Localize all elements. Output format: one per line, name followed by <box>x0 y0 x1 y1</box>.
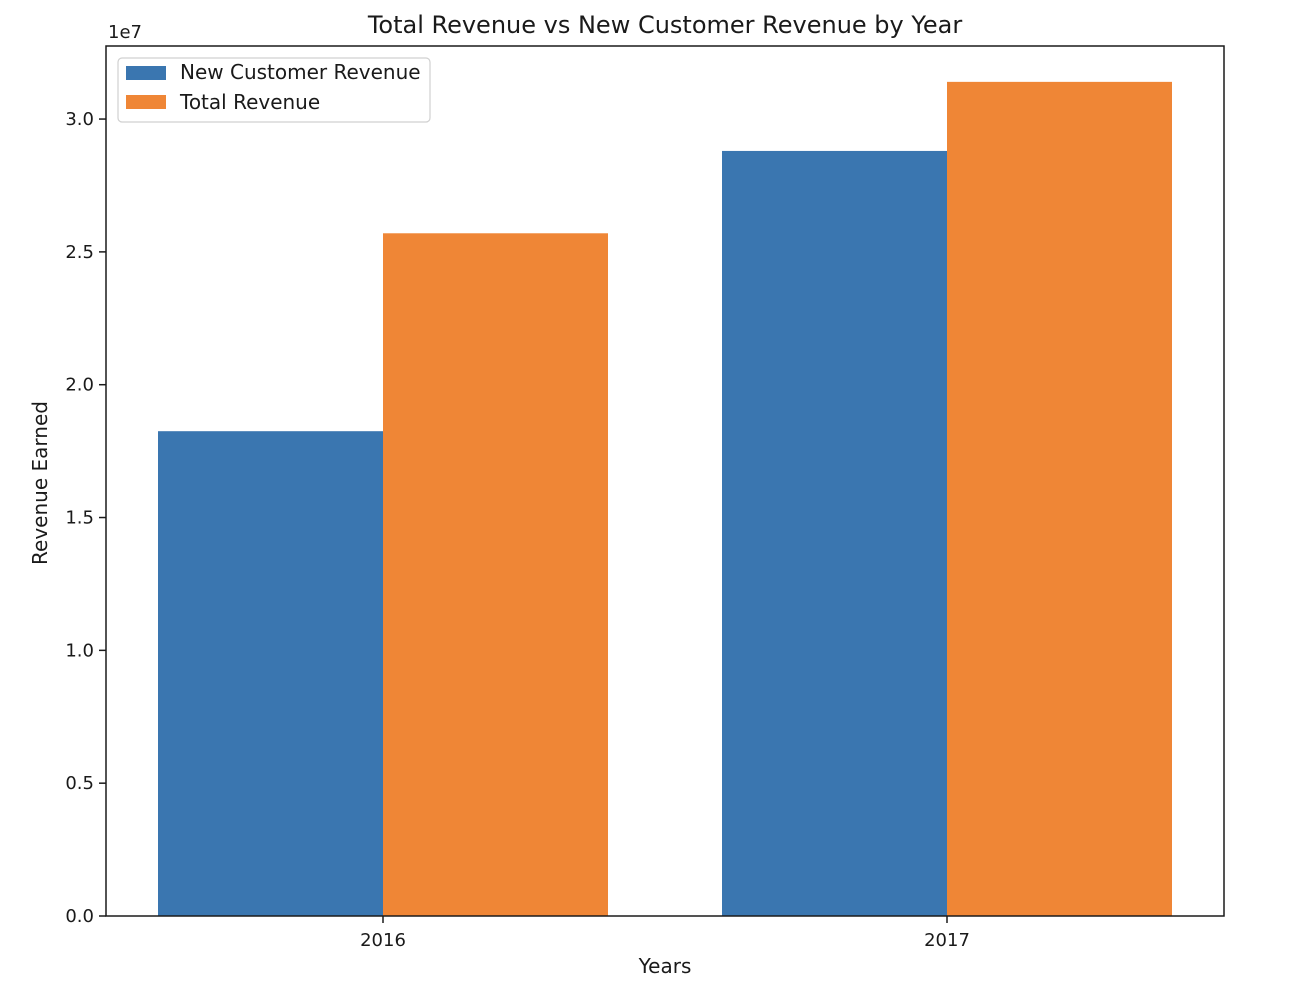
legend-swatch-new-customer-revenue <box>126 66 166 80</box>
y-ticks: 0.0 0.5 1.0 1.5 2.0 2.5 3.0 <box>65 109 106 927</box>
y-tick-label-0-0: 0.0 <box>65 906 94 927</box>
bar-total-revenue-2016 <box>383 233 608 916</box>
bar-new-customer-revenue-2016 <box>158 431 383 916</box>
y-tick-label-0-5: 0.5 <box>65 773 94 794</box>
legend-box <box>117 57 431 123</box>
y-tick-label-1-5: 1.5 <box>65 508 94 529</box>
y-tick-label-2-5: 2.5 <box>65 242 94 263</box>
x-tick-label-2017: 2017 <box>924 930 970 951</box>
plot-frame <box>105 45 1225 917</box>
chart-title: Total Revenue vs New Customer Revenue by… <box>367 11 963 39</box>
bars-layer <box>158 81 1172 917</box>
bar-total-revenue-2017 <box>947 81 1172 916</box>
x-tick-label-2016: 2016 <box>360 930 406 951</box>
y-tick-label-1-0: 1.0 <box>65 640 94 661</box>
legend-label-total-revenue: Total Revenue <box>179 90 320 114</box>
x-axis-label: Years <box>638 954 692 978</box>
legend: New Customer Revenue Total Revenue <box>117 57 431 123</box>
legend-swatch-total-revenue <box>126 95 166 109</box>
y-axis-label: Revenue Earned <box>28 401 52 565</box>
legend-label-new-customer-revenue: New Customer Revenue <box>180 60 421 84</box>
y-axis-offset-label: 1e7 <box>108 22 142 43</box>
y-tick-label-3-0: 3.0 <box>65 109 94 130</box>
x-ticks: 2016 2017 <box>360 916 970 951</box>
y-tick-label-2-0: 2.0 <box>65 375 94 396</box>
bar-new-customer-revenue-2017 <box>722 150 947 917</box>
